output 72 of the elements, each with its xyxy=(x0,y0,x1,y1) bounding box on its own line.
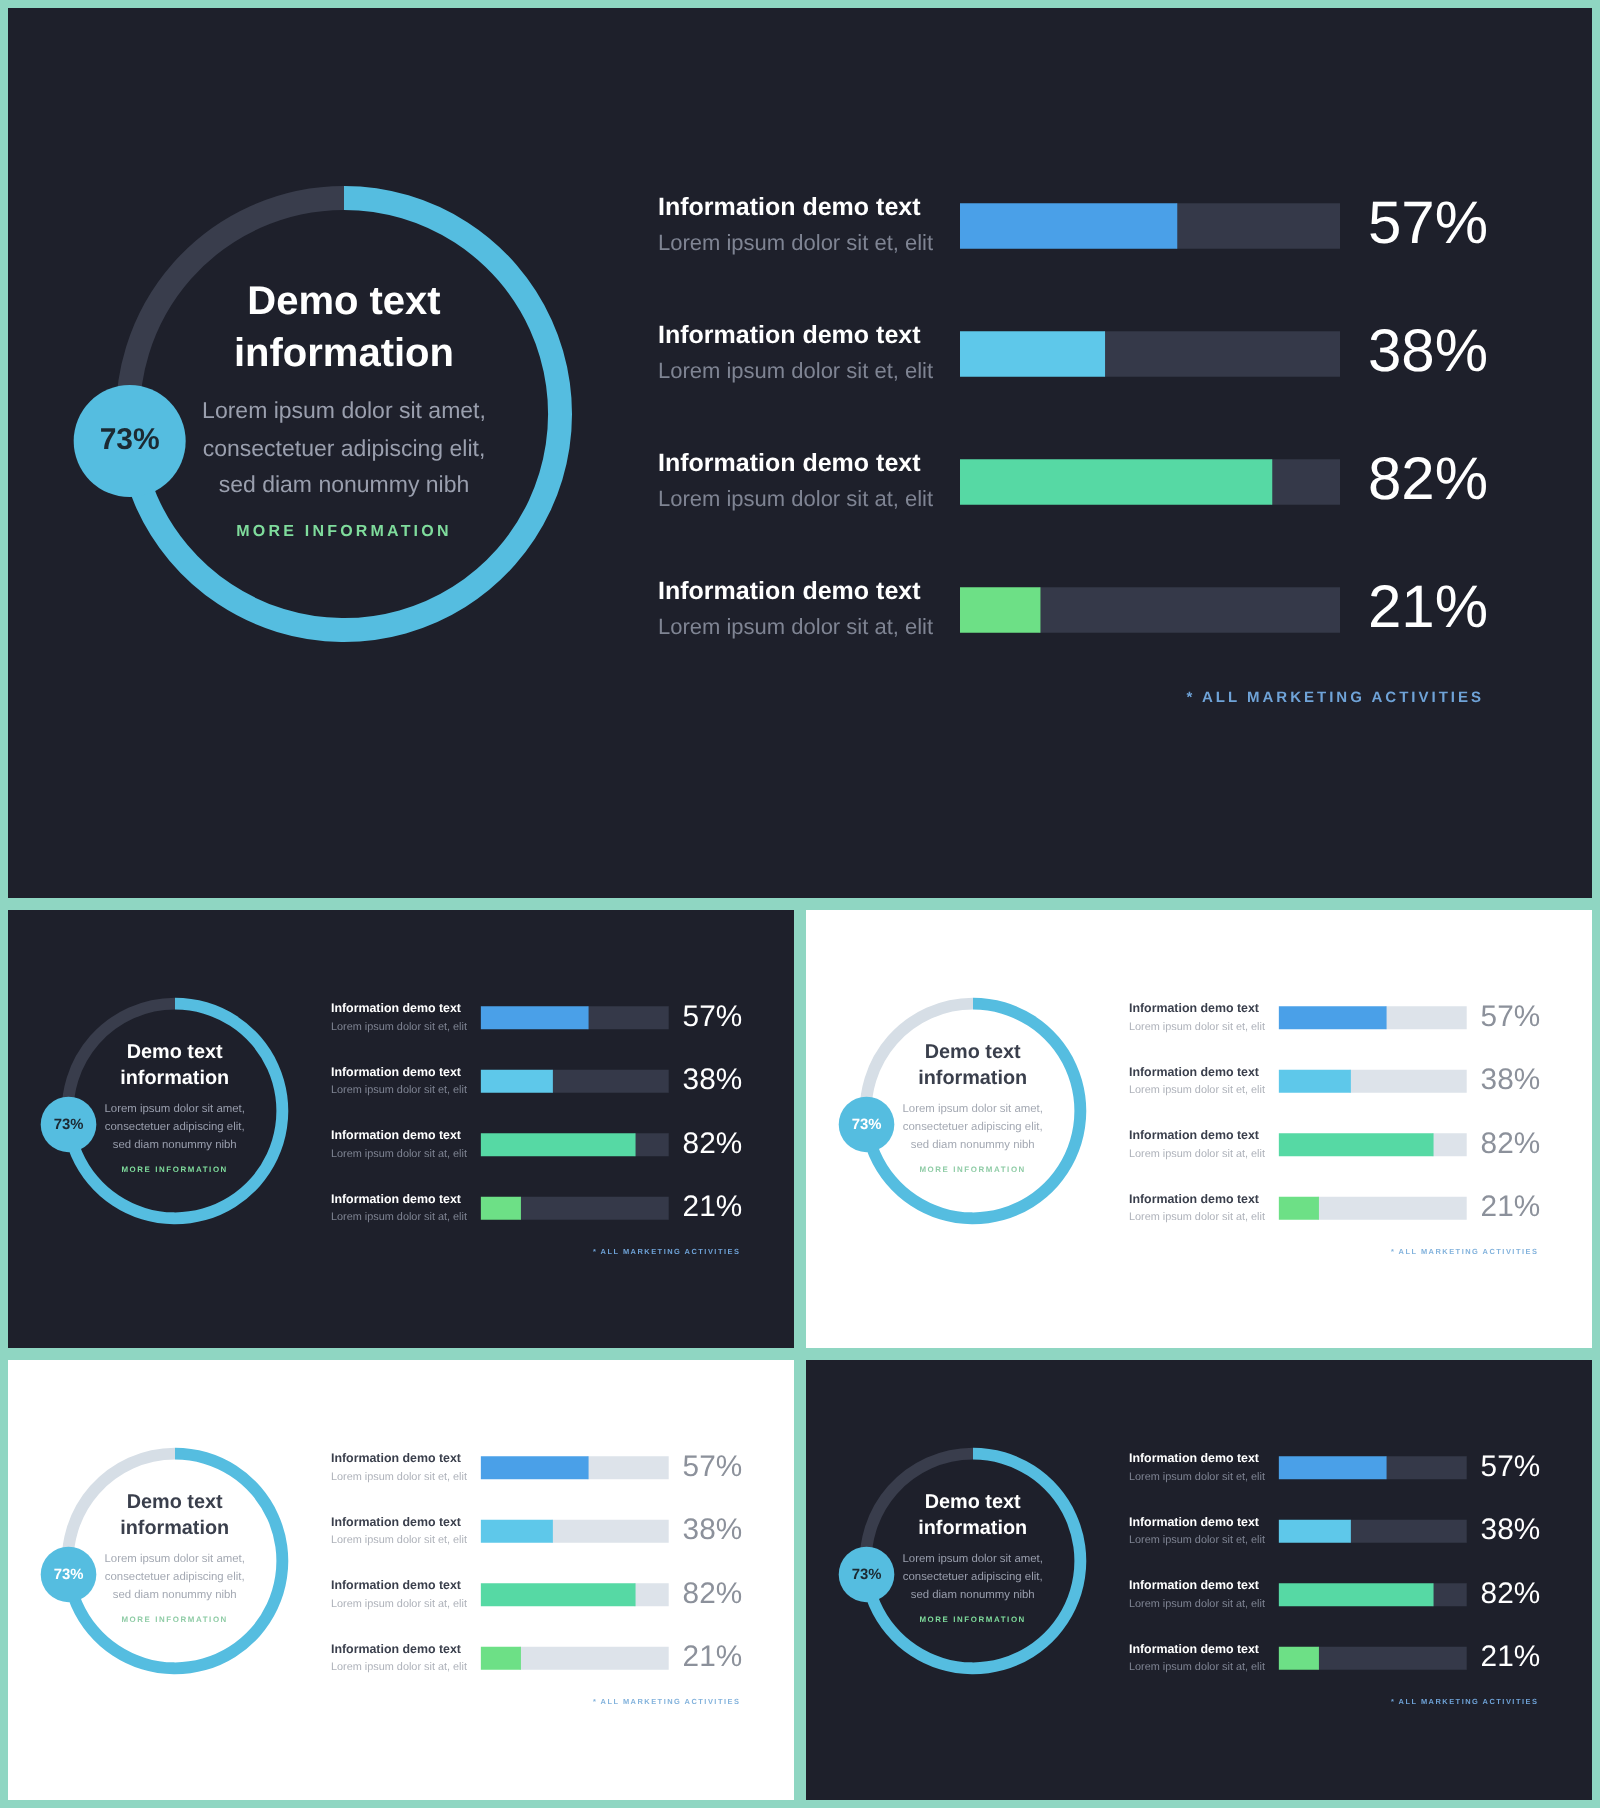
bar xyxy=(1278,1070,1351,1094)
data-label: 21% xyxy=(1480,1192,1540,1225)
bar xyxy=(480,1647,521,1671)
bar xyxy=(1270,459,1340,505)
bar xyxy=(586,1456,669,1480)
bar xyxy=(480,1583,636,1607)
bar xyxy=(1349,1520,1467,1544)
bar xyxy=(480,1133,636,1157)
data-label: 57% xyxy=(682,1452,742,1485)
bar xyxy=(1278,1647,1319,1671)
bar xyxy=(480,1456,589,1480)
data-label: 82% xyxy=(1480,1129,1540,1162)
bar xyxy=(1278,1583,1434,1607)
data-label: 82% xyxy=(1368,446,1489,513)
bar xyxy=(1317,1647,1467,1671)
bar xyxy=(633,1583,669,1607)
bar xyxy=(1278,1520,1351,1544)
bar xyxy=(1384,1456,1467,1480)
text: Demo text information xyxy=(916,1042,1030,1095)
bar xyxy=(1278,1133,1434,1157)
data-label: 38% xyxy=(1480,1065,1540,1098)
text: Demo text information xyxy=(118,1492,232,1545)
bar xyxy=(960,459,1273,505)
bar xyxy=(480,1070,553,1094)
data-label: 38% xyxy=(1480,1515,1540,1548)
bar xyxy=(519,1647,669,1671)
text: Demo text information xyxy=(916,1492,1030,1545)
bar xyxy=(960,331,1106,377)
bar xyxy=(480,1197,521,1221)
bar xyxy=(960,203,1178,249)
y-tick-label: Information demo text Lorem ipsum dolor sit et, elit xyxy=(658,192,934,257)
data-label: 57% xyxy=(682,1002,742,1035)
data-label: 82% xyxy=(1480,1579,1540,1612)
data-label: 38% xyxy=(682,1065,742,1098)
bar xyxy=(1317,1197,1467,1221)
bar xyxy=(480,1006,589,1030)
bar xyxy=(1278,1197,1319,1221)
data-label: 82% xyxy=(682,1579,742,1612)
data-label: 57% xyxy=(1368,190,1489,257)
bar xyxy=(480,1520,553,1544)
bar xyxy=(1431,1133,1467,1157)
text: MORE INFORMATION xyxy=(234,522,454,542)
data-label: 82% xyxy=(682,1129,742,1162)
data-label: 73% xyxy=(99,423,160,458)
y-tick-label: Information demo text Lorem ipsum dolor sit et, elit xyxy=(658,320,934,385)
bar xyxy=(551,1520,669,1544)
text: Lorem ipsum dolor sit amet, consectetuer adipiscing elit, sed diam nonummy nibh xyxy=(200,398,488,502)
bar xyxy=(1349,1070,1467,1094)
data-label: 38% xyxy=(1368,318,1489,385)
bar xyxy=(633,1133,669,1157)
bar xyxy=(1103,331,1340,377)
bar xyxy=(1431,1583,1467,1607)
bar xyxy=(1278,1456,1387,1480)
data-label: 21% xyxy=(1368,574,1489,641)
data-label: 57% xyxy=(1480,1452,1540,1485)
data-label: 21% xyxy=(682,1192,742,1225)
data-label: 21% xyxy=(1480,1642,1540,1675)
bar xyxy=(1039,587,1340,633)
data-label: 21% xyxy=(682,1642,742,1675)
bar xyxy=(551,1070,669,1094)
data-label: 57% xyxy=(1480,1002,1540,1035)
bar xyxy=(1175,203,1340,249)
data-label: 38% xyxy=(682,1515,742,1548)
text: Demo text information xyxy=(232,278,456,380)
bar xyxy=(1384,1006,1467,1030)
bar xyxy=(960,587,1041,633)
y-tick-label: Information demo text Lorem ipsum dolor sit at, elit xyxy=(658,576,934,641)
bar xyxy=(586,1006,669,1030)
bar xyxy=(519,1197,669,1221)
bar xyxy=(1278,1006,1387,1030)
text: Demo text information xyxy=(118,1042,232,1095)
y-tick-label: Information demo text Lorem ipsum dolor sit at, elit xyxy=(658,448,934,513)
